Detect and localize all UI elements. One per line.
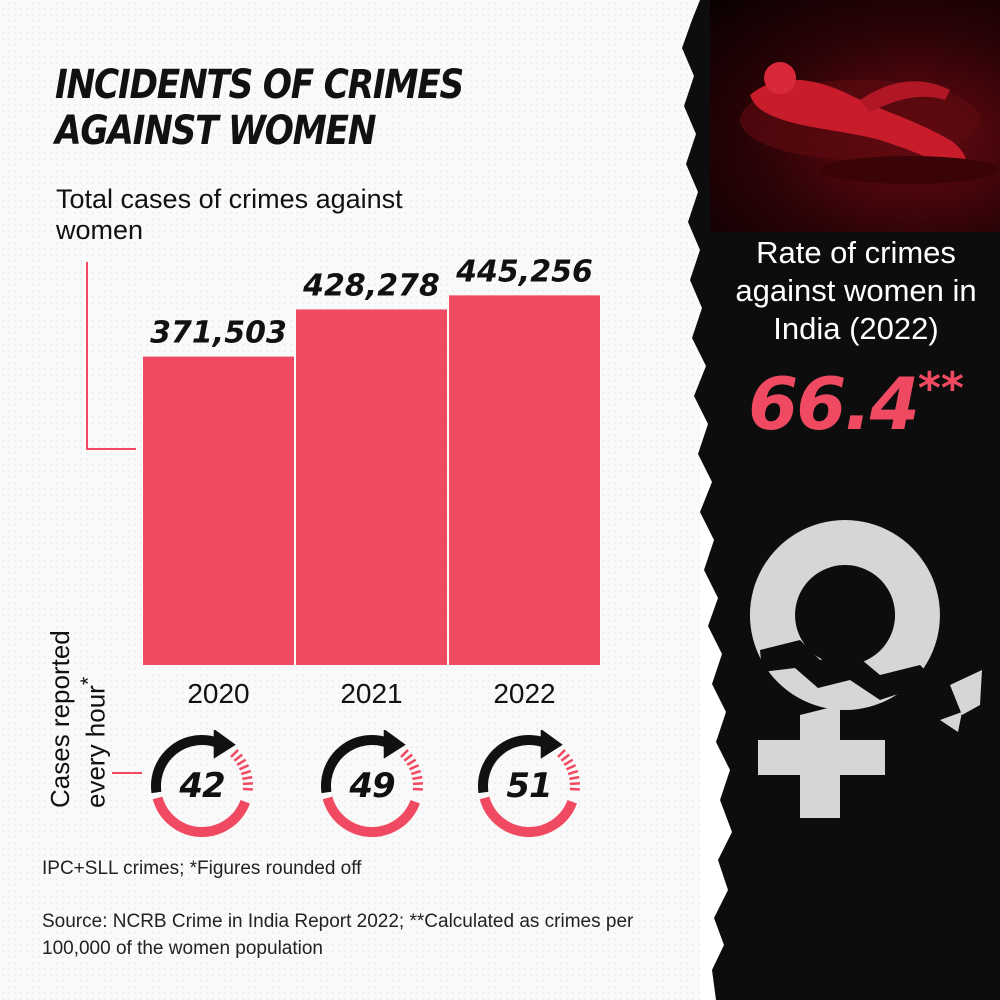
title-line-2: AGAINST WOMEN [55, 108, 377, 154]
rate-label: Rate of crimes against women in India (2… [735, 235, 977, 346]
rate-value-block: 66.4** [712, 362, 1000, 446]
data-label-2022: 445,256 [455, 254, 593, 289]
rate-mark: ** [917, 363, 964, 414]
tick-label-2020: 2020 [187, 678, 249, 709]
tick-label-2021: 2021 [340, 678, 402, 709]
rate-value: 66.4 [748, 362, 920, 446]
tick-label-2022: 2022 [493, 678, 555, 709]
source-note: Source: NCRB Crime in India Report 2022;… [42, 911, 634, 959]
victim-photo-figure [740, 62, 1000, 184]
bar-2020 [143, 356, 294, 665]
data-label-2020: 371,503 [150, 316, 287, 351]
bar-2022 [449, 295, 600, 665]
cases-dial-2021: 49 [316, 730, 428, 842]
cases-connector [112, 772, 142, 774]
clock-arrow-icon [321, 730, 423, 837]
cases-value-2021: 49 [349, 766, 395, 806]
cases-dial-2022: 51 [473, 730, 585, 842]
bar-chart: 371,503 2020 428,278 2021 445,256 2022 [143, 254, 600, 709]
main-title: INCIDENTS OF CRIMES AGAINST WOMEN [55, 62, 502, 154]
data-label-2021: 428,278 [302, 268, 440, 303]
cases-dial-2020: 42 [146, 730, 258, 842]
clock-arrow-icon [151, 730, 253, 837]
clock-arrow-icon [478, 730, 580, 837]
title-line-1: INCIDENTS OF CRIMES [55, 62, 464, 108]
bar-2021 [296, 309, 447, 665]
cases-value-2022: 51 [506, 766, 552, 806]
chart-subtitle: Total cases of crimes against women [56, 184, 403, 245]
cases-value-2020: 42 [179, 766, 225, 806]
footnote: IPC+SLL crimes; *Figures rounded off [42, 858, 362, 879]
cracked-venus-icon [749, 520, 982, 818]
victim-photo [710, 0, 1000, 232]
subtitle-connector [86, 262, 136, 450]
